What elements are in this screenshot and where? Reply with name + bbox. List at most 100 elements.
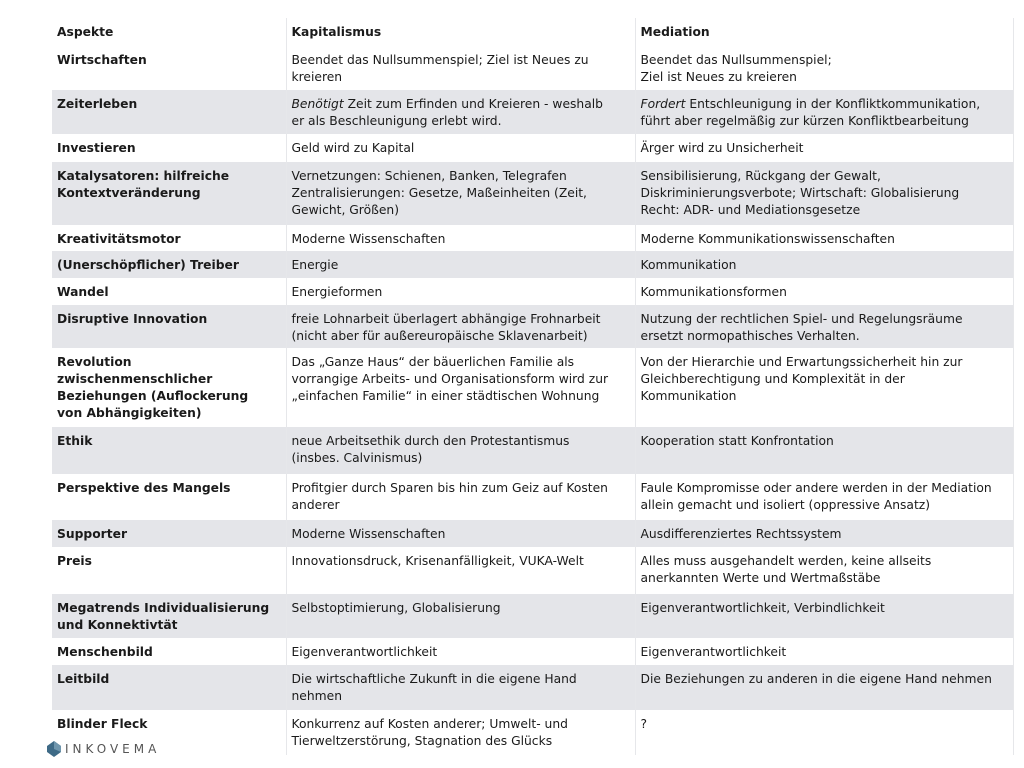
table-row: Zeiterleben Benötigt Zeit zum Erfinden un… bbox=[52, 90, 1014, 134]
table-row: Perspektive des Mangels Profitgier durch … bbox=[52, 474, 1014, 520]
kapitalismus-cell: Vernetzungen: Schienen, Banken, Telegraf… bbox=[286, 162, 636, 225]
table-row: Wirtschaften Beendet das Nullsummenspiel;… bbox=[52, 46, 1014, 90]
header-mediation: Mediation bbox=[635, 18, 1014, 46]
kapitalismus-cell: Profitgier durch Sparen bis hin zum Geiz… bbox=[286, 474, 636, 520]
table-row: Menschenbild Eigenverantwortlichkeit Eigen… bbox=[52, 638, 1014, 665]
cell-text: Moderne Wissenschaften bbox=[291, 232, 446, 246]
emphasis: Benötigt bbox=[291, 97, 344, 111]
aspect-cell: Supporter bbox=[52, 520, 287, 547]
cell-text: Zeit zum Erfinden und Kreieren - weshalb… bbox=[291, 97, 604, 128]
cell-text: Ethik bbox=[57, 434, 93, 448]
aspect-cell: Preis bbox=[52, 547, 287, 594]
kapitalismus-cell: Eigenverantwortlichkeit bbox=[286, 638, 636, 665]
emphasis: Fordert bbox=[640, 97, 686, 111]
kapitalismus-cell: Moderne Wissenschaften bbox=[286, 520, 636, 547]
cell-text: Revolution zwischenmenschlicher Beziehun… bbox=[57, 355, 249, 420]
table-row: Revolution zwischenmenschlicher Beziehun… bbox=[52, 348, 1014, 427]
aspect-cell: Zeiterleben bbox=[52, 90, 287, 134]
cell-text: Kommunikation bbox=[640, 258, 737, 272]
kapitalismus-cell: Beendet das Nullsummenspiel; Ziel ist Ne… bbox=[286, 46, 636, 90]
mediation-cell: Beendet das Nullsummenspiel; Ziel ist Ne… bbox=[635, 46, 1014, 90]
cell-text: Faule Kompromisse oder andere werden in … bbox=[640, 481, 992, 512]
cell-text: Sensibilisierung, Rückgang der Gewalt, D… bbox=[640, 169, 960, 217]
cell-text: Blinder Fleck bbox=[57, 717, 148, 731]
aspect-cell: Perspektive des Mangels bbox=[52, 474, 287, 520]
cell-text: Profitgier durch Sparen bis hin zum Geiz… bbox=[291, 481, 608, 512]
kapitalismus-cell: Moderne Wissenschaften bbox=[286, 225, 636, 251]
cell-text: Wandel bbox=[57, 285, 109, 299]
table-row: Kreativitätsmotor Moderne Wissenschaften M… bbox=[52, 225, 1014, 251]
table-row: Blinder Fleck Konkurrenz auf Kosten ander… bbox=[52, 710, 1014, 755]
aspect-cell: Disruptive Innovation bbox=[52, 305, 287, 348]
kapitalismus-cell: Selbstoptimierung, Globalisierung bbox=[286, 594, 636, 638]
mediation-cell: Faule Kompromisse oder andere werden in … bbox=[635, 474, 1014, 520]
cell-text: Entschleunigung in der Konfliktkommunika… bbox=[640, 97, 981, 128]
cell-text: Geld wird zu Kapital bbox=[291, 141, 415, 155]
cell-text: Ausdifferenziertes Rechtssystem bbox=[640, 527, 842, 541]
table-row: Preis Innovationsdruck, Krisenanfälligkei… bbox=[52, 547, 1014, 594]
table-row: Katalysatoren: hilfreiche Kontextverände… bbox=[52, 162, 1014, 225]
cell-text: Kommunikationsformen bbox=[640, 285, 787, 299]
kapitalismus-cell: Konkurrenz auf Kosten anderer; Umwelt- u… bbox=[286, 710, 636, 755]
mediation-cell: Eigenverantwortlichkeit, Verbindlichkeit bbox=[635, 594, 1014, 638]
mediation-cell: Die Beziehungen zu anderen in die eigene… bbox=[635, 665, 1014, 710]
table-row: Megatrends Individualisierung und Konnek… bbox=[52, 594, 1014, 638]
cell-text: Eigenverantwortlichkeit bbox=[291, 645, 438, 659]
table-row: Disruptive Innovation freie Lohnarbeit üb… bbox=[52, 305, 1014, 348]
aspect-cell: Revolution zwischenmenschlicher Beziehun… bbox=[52, 348, 287, 427]
aspect-cell: Katalysatoren: hilfreiche Kontextverände… bbox=[52, 162, 287, 225]
mediation-cell: Eigenverantwortlichkeit bbox=[635, 638, 1014, 665]
kapitalismus-cell: Energie bbox=[286, 251, 636, 278]
cell-text: Moderne Kommunikationswissenschaften bbox=[640, 232, 895, 246]
comparison-table: Aspekte Kapitalismus Mediation Wirtschaf… bbox=[52, 18, 1014, 755]
cell-text: Alles muss ausgehandelt werden, keine al… bbox=[640, 554, 932, 585]
mediation-cell: Nutzung der rechtlichen Spiel- und Regel… bbox=[635, 305, 1014, 348]
diamond-logo-icon bbox=[47, 741, 61, 757]
aspect-cell: Ethik bbox=[52, 427, 287, 474]
aspect-cell: (Unerschöpflicher) Treiber bbox=[52, 251, 287, 278]
cell-text: Zeiterleben bbox=[57, 97, 138, 111]
header-kapitalismus: Kapitalismus bbox=[286, 18, 636, 46]
cell-text: Investieren bbox=[57, 141, 136, 155]
aspect-cell: Megatrends Individualisierung und Konnek… bbox=[52, 594, 287, 638]
cell-text: Perspektive des Mangels bbox=[57, 481, 231, 495]
mediation-cell: Alles muss ausgehandelt werden, keine al… bbox=[635, 547, 1014, 594]
cell-text: Preis bbox=[57, 554, 92, 568]
table-row: Ethik neue Arbeitsethik durch den Protest… bbox=[52, 427, 1014, 474]
cell-text: Energie bbox=[291, 258, 339, 272]
cell-text: Wirtschaften bbox=[57, 53, 147, 67]
cell-text: Beendet das Nullsummenspiel; Ziel ist Ne… bbox=[291, 53, 589, 84]
logo-text: INKOVEMA bbox=[65, 742, 161, 756]
inkovema-logo: INKOVEMA bbox=[47, 740, 162, 758]
cell-text: Beendet das Nullsummenspiel; Ziel ist Ne… bbox=[640, 53, 832, 84]
table-row: Wandel Energieformen Kommunikationsformen bbox=[52, 278, 1014, 305]
aspect-cell: Wirtschaften bbox=[52, 46, 287, 90]
mediation-cell: Von der Hierarchie und Erwartungssicherh… bbox=[635, 348, 1014, 427]
aspect-cell: Menschenbild bbox=[52, 638, 287, 665]
cell-text: Die wirtschaftliche Zukunft in die eigen… bbox=[291, 672, 577, 703]
cell-text: Moderne Wissenschaften bbox=[291, 527, 446, 541]
cell-text: neue Arbeitsethik durch den Protestantis… bbox=[291, 434, 570, 465]
kapitalismus-cell: Das „Ganze Haus“ der bäuerlichen Familie… bbox=[286, 348, 636, 427]
mediation-cell: Kommunikationsformen bbox=[635, 278, 1014, 305]
kapitalismus-cell: neue Arbeitsethik durch den Protestantis… bbox=[286, 427, 636, 474]
header-aspekte: Aspekte bbox=[52, 18, 287, 46]
cell-text: Eigenverantwortlichkeit, Verbindlichkeit bbox=[640, 601, 885, 615]
cell-text: Kreativitätsmotor bbox=[57, 232, 181, 246]
aspect-cell: Leitbild bbox=[52, 665, 287, 710]
cell-text: Leitbild bbox=[57, 672, 110, 686]
aspect-cell: Wandel bbox=[52, 278, 287, 305]
mediation-cell: Kommunikation bbox=[635, 251, 1014, 278]
table-row: Leitbild Die wirtschaftliche Zukunft in d… bbox=[52, 665, 1014, 710]
kapitalismus-cell: Benötigt Zeit zum Erfinden und Kreieren … bbox=[286, 90, 636, 134]
mediation-cell: ? bbox=[635, 710, 1014, 755]
aspect-cell: Kreativitätsmotor bbox=[52, 225, 287, 251]
mediation-cell: Kooperation statt Konfrontation bbox=[635, 427, 1014, 474]
cell-text: Das „Ganze Haus“ der bäuerlichen Familie… bbox=[291, 355, 609, 403]
mediation-cell: Sensibilisierung, Rückgang der Gewalt, D… bbox=[635, 162, 1014, 225]
cell-text: (Unerschöpflicher) Treiber bbox=[57, 258, 239, 272]
cell-text: Katalysatoren: hilfreiche Kontextverände… bbox=[57, 169, 230, 200]
mediation-cell: Ärger wird zu Unsicherheit bbox=[635, 134, 1014, 162]
cell-text: Konkurrenz auf Kosten anderer; Umwelt- u… bbox=[291, 717, 568, 748]
cell-text: Ärger wird zu Unsicherheit bbox=[640, 141, 804, 155]
